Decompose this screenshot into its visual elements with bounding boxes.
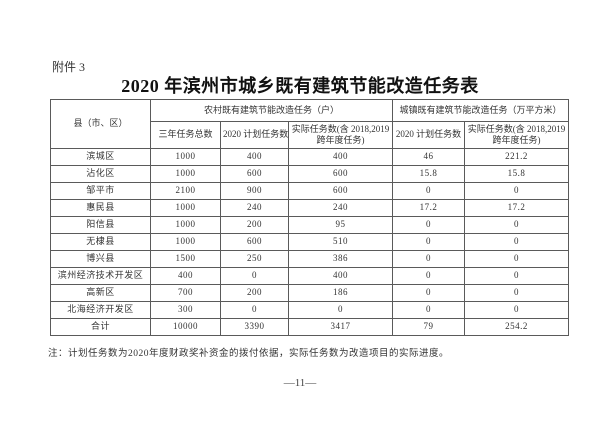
cell-plan-urban: 15.8	[392, 165, 465, 183]
cell-actual-rural: 510	[288, 233, 393, 251]
cell-actual-rural: 400	[288, 267, 393, 285]
cell-plan-rural: 600	[220, 233, 289, 251]
cell-actual-urban: 254.2	[463, 318, 570, 336]
cell-actual-urban: 0	[463, 267, 570, 285]
header-urban-plan-2020: 2020 计划任务数	[392, 121, 465, 149]
cell-plan-urban: 17.2	[392, 199, 465, 217]
table-row: 滨城区 1000 400 400 46 221.2	[50, 148, 570, 166]
cell-actual-urban: 0	[463, 216, 570, 234]
cell-actual-rural: 240	[288, 199, 393, 217]
cell-plan-rural: 200	[220, 216, 289, 234]
header-rural-group: 农村既有建筑节能改造任务（户）	[150, 99, 393, 122]
cell-region: 邹平市	[50, 182, 151, 200]
table-row: 滨州经济技术开发区 400 0 400 0 0	[50, 267, 570, 285]
header-urban-actual: 实际任务数(含 2018,2019 跨年度任务)	[463, 121, 570, 149]
table-row: 邹平市 2100 900 600 0 0	[50, 182, 570, 200]
cell-plan-urban: 0	[392, 233, 465, 251]
cell-region: 高新区	[50, 284, 151, 302]
cell-plan-urban: 0	[392, 267, 465, 285]
cell-actual-urban: 0	[463, 233, 570, 251]
cell-plan-urban: 0	[392, 284, 465, 302]
header-rural-plan-2020: 2020 计划任务数	[220, 121, 289, 149]
table-row: 阳信县 1000 200 95 0 0	[50, 216, 570, 234]
cell-actual-urban: 17.2	[463, 199, 570, 217]
cell-plan-urban: 0	[392, 216, 465, 234]
cell-plan-rural: 240	[220, 199, 289, 217]
cell-three-year: 10000	[150, 318, 221, 336]
cell-region: 沾化区	[50, 165, 151, 183]
cell-three-year: 1000	[150, 233, 221, 251]
attachment-label: 附件 3	[52, 60, 86, 74]
cell-actual-rural: 400	[288, 148, 393, 166]
table-row: 北海经济开发区 300 0 0 0 0	[50, 301, 570, 319]
cell-actual-rural: 3417	[288, 318, 393, 336]
header-rural-actual: 实际任务数(含 2018,2019 跨年度任务)	[288, 121, 393, 149]
cell-actual-rural: 386	[288, 250, 393, 268]
cell-actual-urban: 0	[463, 250, 570, 268]
cell-three-year: 300	[150, 301, 221, 319]
cell-plan-rural: 600	[220, 165, 289, 183]
cell-region: 北海经济开发区	[50, 301, 151, 319]
cell-three-year: 1000	[150, 199, 221, 217]
cell-actual-urban: 221.2	[463, 148, 570, 166]
cell-plan-urban: 0	[392, 250, 465, 268]
table-row: 合计 10000 3390 3417 79 254.2	[50, 318, 570, 336]
cell-three-year: 1000	[150, 216, 221, 234]
table-body: 滨城区 1000 400 400 46 221.2 沾化区 1000 600 600 15.8 15.…	[50, 148, 570, 336]
cell-region: 惠民县	[50, 199, 151, 217]
cell-plan-urban: 0	[392, 301, 465, 319]
cell-plan-rural: 900	[220, 182, 289, 200]
table-row: 惠民县 1000 240 240 17.2 17.2	[50, 199, 570, 217]
table-row: 博兴县 1500 250 386 0 0	[50, 250, 570, 268]
cell-three-year: 1000	[150, 148, 221, 166]
cell-plan-urban: 46	[392, 148, 465, 166]
cell-region: 博兴县	[50, 250, 151, 268]
cell-actual-urban: 0	[463, 284, 570, 302]
cell-actual-urban: 15.8	[463, 165, 570, 183]
cell-plan-rural: 250	[220, 250, 289, 268]
cell-plan-urban: 79	[392, 318, 465, 336]
table-row: 无棣县 1000 600 510 0 0	[50, 233, 570, 251]
cell-actual-rural: 186	[288, 284, 393, 302]
cell-actual-rural: 95	[288, 216, 393, 234]
header-rural-actual-line1: 实际任务数(含 2018,2019	[291, 123, 390, 134]
cell-three-year: 2100	[150, 182, 221, 200]
cell-plan-rural: 3390	[220, 318, 289, 336]
cell-region: 滨州经济技术开发区	[50, 267, 151, 285]
cell-actual-rural: 0	[288, 301, 393, 319]
cell-actual-urban: 0	[463, 301, 570, 319]
cell-actual-rural: 600	[288, 182, 393, 200]
cell-plan-rural: 400	[220, 148, 289, 166]
header-rural-actual-line2: 跨年度任务)	[316, 135, 365, 145]
table-row: 沾化区 1000 600 600 15.8 15.8	[50, 165, 570, 183]
cell-region: 无棣县	[50, 233, 151, 251]
table-row: 高新区 700 200 186 0 0	[50, 284, 570, 302]
table-header: 县（市、区） 农村既有建筑节能改造任务（户） 城镇既有建筑节能改造任务（万平方米…	[50, 99, 570, 149]
header-urban-actual-line1: 实际任务数(含 2018,2019	[467, 123, 566, 134]
header-urban-group: 城镇既有建筑节能改造任务（万平方米）	[391, 99, 570, 122]
page-title: 2020 年滨州市城乡既有建筑节能改造任务表	[121, 76, 479, 96]
cell-plan-rural: 0	[220, 267, 289, 285]
renovation-task-table: 县（市、区） 农村既有建筑节能改造任务（户） 城镇既有建筑节能改造任务（万平方米…	[50, 99, 570, 336]
cell-three-year: 700	[150, 284, 221, 302]
cell-actual-rural: 600	[288, 165, 393, 183]
header-three-year-total: 三年任务总数	[150, 121, 221, 149]
cell-plan-urban: 0	[392, 182, 465, 200]
cell-region: 阳信县	[50, 216, 151, 234]
cell-region: 合计	[50, 318, 151, 336]
cell-three-year: 400	[150, 267, 221, 285]
cell-actual-urban: 0	[463, 182, 570, 200]
cell-region: 滨城区	[50, 148, 151, 166]
header-region: 县（市、区）	[50, 99, 151, 149]
page-number: —11—	[283, 377, 317, 389]
footnote: 注：计划任务数为2020年度财政奖补资金的拨付依据，实际任务数为改造项目的实际进…	[48, 349, 450, 359]
cell-three-year: 1000	[150, 165, 221, 183]
cell-plan-rural: 0	[220, 301, 289, 319]
cell-three-year: 1500	[150, 250, 221, 268]
header-urban-actual-line2: 跨年度任务)	[492, 135, 541, 145]
cell-plan-rural: 200	[220, 284, 289, 302]
